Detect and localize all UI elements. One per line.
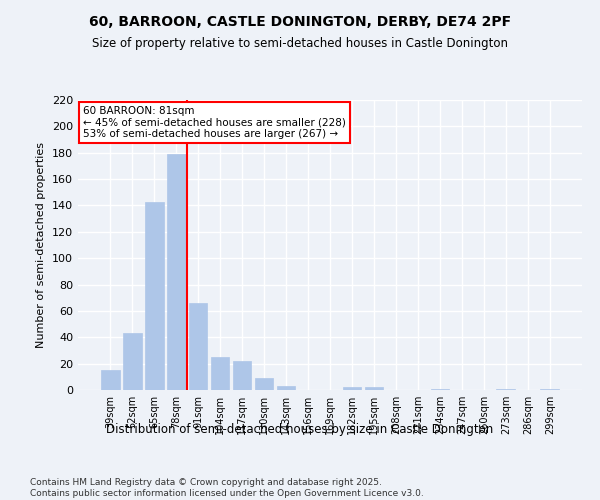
Bar [255,378,274,390]
Bar [277,386,295,390]
Bar [211,357,229,390]
Bar [496,388,515,390]
Bar [365,388,383,390]
Bar [189,303,208,390]
Y-axis label: Number of semi-detached properties: Number of semi-detached properties [37,142,46,348]
Bar [431,388,449,390]
Bar [123,334,142,390]
Bar [343,388,361,390]
Bar [167,154,185,390]
Text: Contains HM Land Registry data © Crown copyright and database right 2025.
Contai: Contains HM Land Registry data © Crown c… [30,478,424,498]
Text: 60, BARROON, CASTLE DONINGTON, DERBY, DE74 2PF: 60, BARROON, CASTLE DONINGTON, DERBY, DE… [89,15,511,29]
Bar [145,202,164,390]
Bar [101,370,119,390]
Text: 60 BARROON: 81sqm
← 45% of semi-detached houses are smaller (228)
53% of semi-de: 60 BARROON: 81sqm ← 45% of semi-detached… [83,106,346,139]
Text: Size of property relative to semi-detached houses in Castle Donington: Size of property relative to semi-detach… [92,38,508,51]
Text: Distribution of semi-detached houses by size in Castle Donington: Distribution of semi-detached houses by … [106,422,494,436]
Bar [541,388,559,390]
Bar [233,361,251,390]
